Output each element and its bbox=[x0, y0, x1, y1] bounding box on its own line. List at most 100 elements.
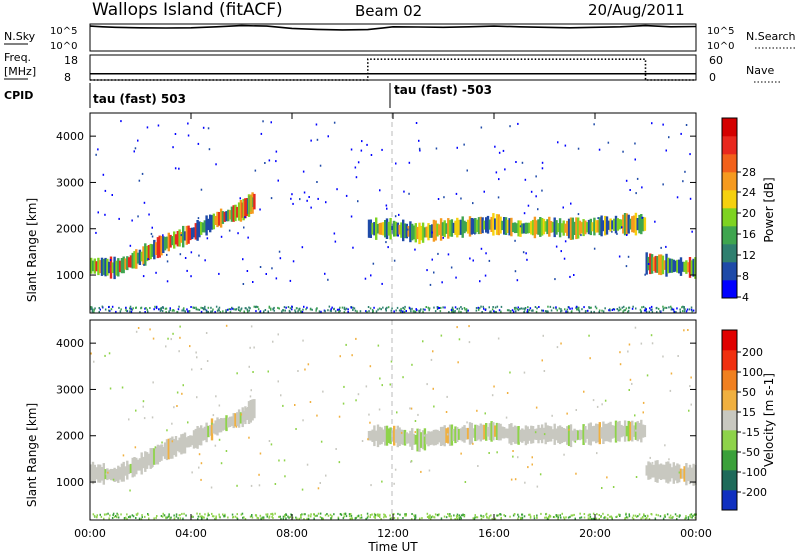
echo-cell bbox=[206, 237, 209, 240]
echo-cell bbox=[237, 232, 239, 235]
echo-cell bbox=[285, 513, 287, 516]
echo-cell bbox=[231, 306, 233, 309]
echo-cell bbox=[606, 517, 609, 520]
echo-cell bbox=[329, 309, 332, 312]
echo-cell bbox=[381, 384, 383, 387]
echo-cell bbox=[456, 146, 458, 149]
echo-cell bbox=[400, 429, 403, 445]
echo-cell bbox=[355, 337, 357, 340]
echo-cell bbox=[498, 151, 501, 154]
echo-cell bbox=[243, 226, 245, 229]
echo-cell bbox=[178, 350, 180, 353]
echo-cell bbox=[423, 434, 426, 437]
echo-cell bbox=[181, 392, 183, 395]
echo-cell bbox=[488, 515, 491, 518]
echo-cell bbox=[279, 515, 281, 518]
echo-cell bbox=[689, 197, 692, 200]
echo-cell bbox=[296, 517, 298, 520]
echo-cell bbox=[310, 513, 312, 516]
echo-cell bbox=[278, 307, 280, 310]
echo-cell bbox=[350, 148, 353, 151]
echo-cell bbox=[301, 488, 304, 491]
echo-cell bbox=[146, 308, 148, 311]
echo-cell bbox=[378, 223, 381, 235]
echo-cell bbox=[464, 308, 466, 311]
echo-cell bbox=[282, 404, 284, 407]
echo-cell bbox=[131, 457, 134, 478]
echo-cell bbox=[228, 210, 232, 220]
echo-cell bbox=[144, 307, 146, 310]
echo-cell bbox=[210, 215, 214, 230]
echo-cell bbox=[389, 383, 391, 386]
echo-cell bbox=[183, 432, 187, 454]
echo-cell bbox=[389, 514, 391, 517]
echo-cell bbox=[593, 425, 596, 442]
echo-cell bbox=[598, 309, 601, 312]
echo-cell bbox=[659, 254, 663, 276]
echo-cell bbox=[307, 517, 310, 520]
echo-cell bbox=[586, 429, 589, 439]
echo-cell bbox=[641, 424, 645, 438]
echo-cell bbox=[299, 310, 302, 313]
echo-cell bbox=[573, 274, 575, 276]
echo-cell bbox=[454, 518, 456, 521]
echo-cell bbox=[403, 429, 407, 446]
echo-cell bbox=[183, 307, 185, 310]
echo-cell bbox=[115, 310, 117, 313]
echo-cell bbox=[385, 515, 387, 518]
echo-cell bbox=[497, 196, 500, 199]
echo-cell bbox=[400, 307, 402, 310]
echo-cell bbox=[169, 307, 171, 310]
echo-cell bbox=[236, 513, 238, 516]
echo-cell bbox=[644, 307, 647, 310]
echo-cell bbox=[351, 517, 353, 520]
echo-cell bbox=[153, 517, 155, 520]
echo-cell bbox=[558, 307, 561, 310]
echo-cell bbox=[318, 310, 321, 313]
echo-cell bbox=[593, 247, 596, 250]
echo-cell bbox=[455, 276, 457, 279]
echo-cell bbox=[200, 517, 203, 520]
echo-cell bbox=[162, 234, 164, 237]
echo-cell bbox=[490, 310, 492, 313]
echo-cell bbox=[655, 307, 658, 310]
echo-cell bbox=[266, 513, 269, 516]
echo-cell bbox=[122, 256, 125, 274]
echo-cell bbox=[253, 193, 256, 210]
echo-cell bbox=[629, 421, 632, 441]
echo-cell bbox=[200, 478, 202, 481]
echo-cell bbox=[575, 307, 577, 309]
echo-cell bbox=[193, 306, 195, 309]
echo-cell bbox=[131, 308, 133, 311]
velocity-colorbar-frame bbox=[721, 329, 738, 511]
echo-cell bbox=[645, 465, 648, 476]
echo-cell bbox=[284, 514, 286, 517]
echo-cell bbox=[592, 399, 595, 402]
echo-cell bbox=[427, 223, 430, 241]
freq-panel: Freq. [MHz] 18 8 60 0 Nave bbox=[4, 51, 780, 84]
echo-cell bbox=[631, 382, 633, 385]
echo-cell bbox=[412, 225, 416, 240]
echo-cell bbox=[414, 248, 416, 251]
power-plot-area bbox=[90, 113, 696, 313]
echo-cell bbox=[596, 424, 600, 443]
x-tick-label: 16:00 bbox=[478, 527, 510, 540]
echo-cell bbox=[340, 513, 343, 516]
echo-cell bbox=[299, 307, 301, 310]
echo-cell bbox=[568, 306, 570, 309]
echo-cell bbox=[571, 430, 574, 441]
echo-cell bbox=[651, 461, 654, 464]
echo-cell bbox=[288, 516, 290, 519]
echo-cell bbox=[255, 310, 257, 313]
echo-cell bbox=[223, 514, 226, 517]
echo-cell bbox=[249, 307, 251, 310]
echo-cell bbox=[588, 306, 591, 309]
echo-cell bbox=[612, 486, 615, 488]
echo-cell bbox=[91, 308, 94, 311]
echo-cell bbox=[455, 192, 458, 195]
echo-cell bbox=[143, 417, 146, 420]
echo-cell bbox=[545, 512, 548, 515]
echo-cell bbox=[504, 217, 508, 235]
echo-cell bbox=[159, 309, 162, 312]
